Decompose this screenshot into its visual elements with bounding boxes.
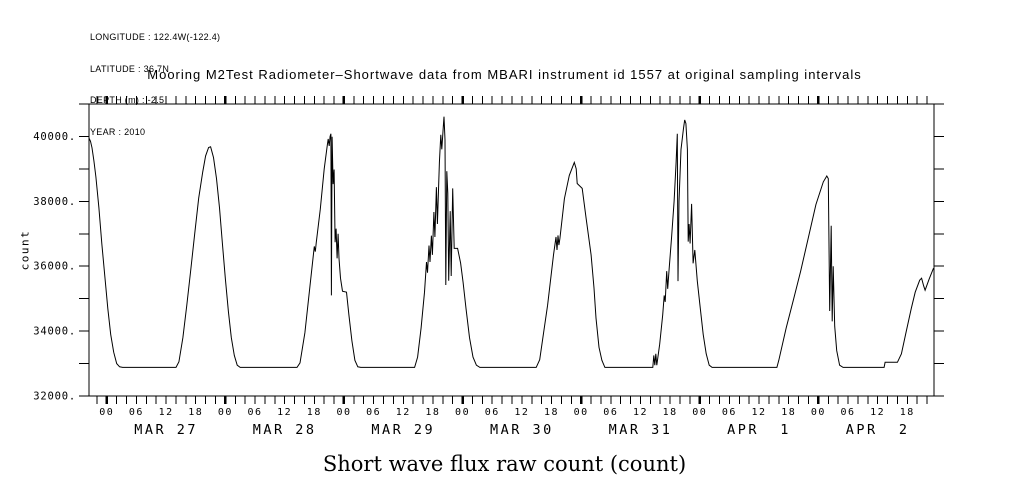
svg-text:MAR 28: MAR 28 xyxy=(253,422,317,438)
svg-text:18: 18 xyxy=(900,407,915,418)
svg-text:00: 00 xyxy=(336,407,351,418)
x-axis-ticks xyxy=(96,96,928,404)
svg-text:12: 12 xyxy=(870,407,885,418)
svg-text:12: 12 xyxy=(633,407,648,418)
x-axis-title: Short wave flux raw count (count) xyxy=(322,452,687,476)
svg-text:00: 00 xyxy=(692,407,707,418)
svg-text:APR 2: APR 2 xyxy=(846,422,910,438)
svg-text:06: 06 xyxy=(722,407,737,418)
plot-border xyxy=(88,103,935,397)
svg-text:12: 12 xyxy=(752,407,767,418)
svg-text:12: 12 xyxy=(277,407,292,418)
hour-labels: 00 06 12 18 00 06 12 18 00 06 12 18 00 06 12 18 00 06 12 18… xyxy=(99,407,915,418)
svg-text:18: 18 xyxy=(425,407,440,418)
svg-text:12: 12 xyxy=(159,407,174,418)
svg-text:18: 18 xyxy=(544,407,559,418)
data-line xyxy=(88,116,934,368)
svg-text:06: 06 xyxy=(129,407,144,418)
svg-text:12: 12 xyxy=(514,407,529,418)
svg-text:06: 06 xyxy=(366,407,381,418)
svg-text:18: 18 xyxy=(307,407,322,418)
svg-text:MAR 30: MAR 30 xyxy=(490,422,554,438)
svg-text:06: 06 xyxy=(603,407,618,418)
svg-text:18: 18 xyxy=(781,407,796,418)
metadata-longitude: LONGITUDE : 122.4W(-122.4) xyxy=(90,32,221,42)
svg-text:00: 00 xyxy=(455,407,470,418)
svg-text:36000.: 36000. xyxy=(33,261,76,273)
day-labels: MAR 27 MAR 28 MAR 29 MAR 30 MAR 31 APR 1 APR 2 xyxy=(134,422,910,438)
svg-text:06: 06 xyxy=(248,407,263,418)
metadata-year: YEAR : 2010 xyxy=(90,126,146,137)
svg-text:06: 06 xyxy=(840,407,855,418)
plot-title: Mooring M2Test Radiometer–Shortwave data… xyxy=(147,67,862,82)
y-axis-tick-labels: 32000. 34000. 36000. 38000. 40000. xyxy=(33,131,76,403)
svg-text:00: 00 xyxy=(574,407,589,418)
svg-text:00: 00 xyxy=(811,407,826,418)
svg-text:40000.: 40000. xyxy=(33,131,76,143)
svg-text:38000.: 38000. xyxy=(33,196,76,208)
svg-text:32000.: 32000. xyxy=(33,391,76,403)
svg-text:MAR 29: MAR 29 xyxy=(371,422,435,438)
svg-text:18: 18 xyxy=(663,407,678,418)
svg-text:06: 06 xyxy=(485,407,500,418)
svg-text:00: 00 xyxy=(218,407,233,418)
svg-text:12: 12 xyxy=(396,407,411,418)
y-axis-ticks xyxy=(79,103,944,397)
svg-text:MAR 27: MAR 27 xyxy=(134,422,198,438)
svg-text:00: 00 xyxy=(99,407,114,418)
svg-text:APR 1: APR 1 xyxy=(727,422,791,438)
svg-text:34000.: 34000. xyxy=(33,326,76,338)
metadata-latitude: LATITUDE : 36.7N xyxy=(90,63,170,74)
svg-text:MAR 31: MAR 31 xyxy=(609,422,673,438)
svg-text:18: 18 xyxy=(188,407,203,418)
